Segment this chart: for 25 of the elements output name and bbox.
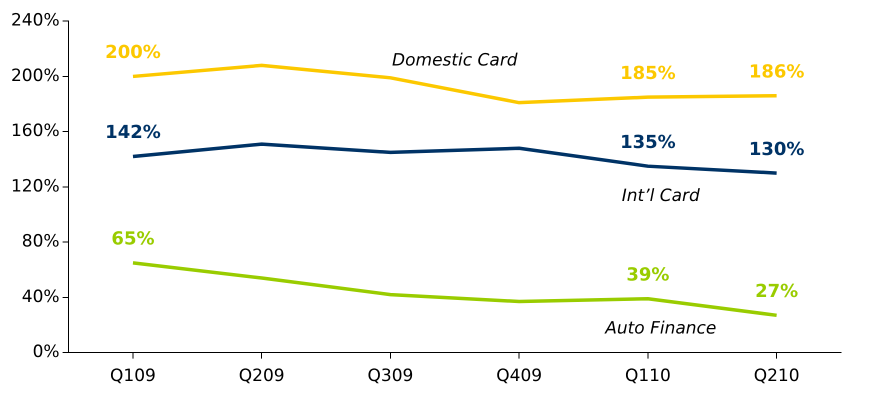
x-tick-label: Q109 [110, 366, 156, 386]
series-label: Domestic Card [392, 50, 518, 71]
x-tick-label: Q409 [496, 366, 542, 386]
y-tick-label: 0% [32, 342, 60, 362]
series-label: Auto Finance [604, 318, 716, 339]
data-label: 142% [105, 122, 161, 144]
y-tick-label: 120% [10, 176, 60, 196]
x-tick-label: Q209 [238, 366, 285, 386]
data-label: 200% [105, 42, 161, 64]
y-tick-label: 40% [22, 286, 60, 307]
y-tick-label: 200% [10, 66, 60, 86]
data-label: 39% [626, 264, 670, 286]
data-label: 65% [111, 228, 155, 250]
x-tick-label: Q309 [368, 366, 414, 386]
y-tick-label: 80% [22, 232, 60, 252]
data-label: 135% [620, 132, 676, 153]
x-tick-label: Q110 [624, 366, 671, 386]
x-tick-label: Q210 [754, 366, 800, 386]
y-tick-label: 160% [10, 121, 60, 142]
y-tick-label: 240% [10, 10, 60, 31]
data-label: 27% [755, 280, 798, 302]
series-label: Int’l Card [622, 186, 700, 206]
data-label: 185% [620, 62, 676, 84]
data-label: 186% [748, 61, 804, 82]
data-label: 130% [748, 138, 804, 160]
